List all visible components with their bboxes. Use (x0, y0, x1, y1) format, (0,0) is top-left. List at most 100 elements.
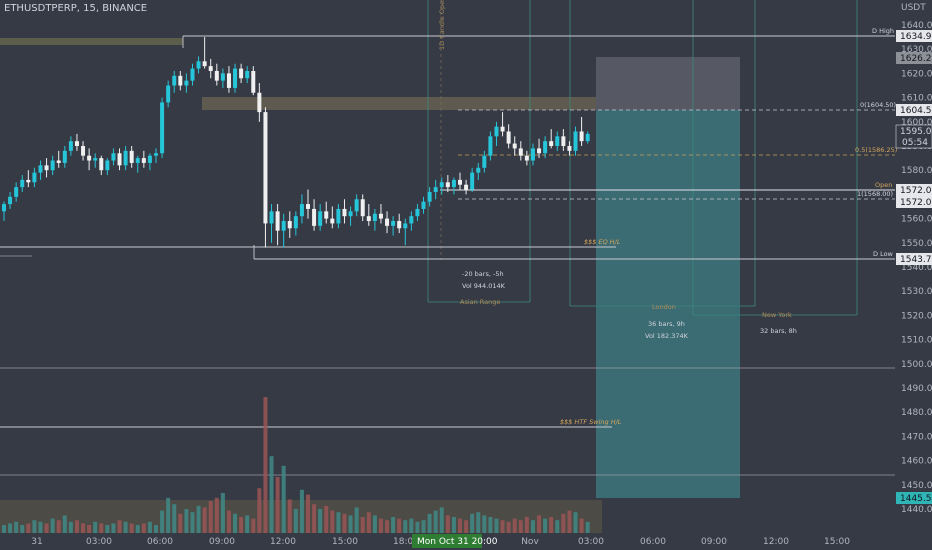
candle-body (141, 158, 146, 163)
price-tag-last: 1595.08 05:54 (895, 124, 932, 149)
candle-body (470, 172, 475, 190)
candle (543, 136, 548, 159)
volume-bar (330, 510, 335, 533)
candle (427, 187, 432, 207)
candle (251, 66, 256, 96)
volume-bar (68, 521, 73, 533)
volume-bar (512, 518, 517, 533)
candle-body (409, 216, 414, 224)
candle (50, 155, 55, 176)
candle-body (74, 141, 79, 146)
price-tag-d-high: 1634.93 (896, 30, 932, 42)
candle-body (567, 146, 572, 151)
sss-eq-label: $$$ EQ H/L (584, 238, 621, 246)
countdown-text: 05:54 (902, 138, 928, 148)
candle-open-label: 1D Candle Open (438, 0, 446, 50)
candle-body (220, 73, 225, 81)
candle-body (299, 204, 304, 217)
time-tick-5: 15:00 (332, 537, 358, 547)
candle (482, 150, 487, 173)
candle (20, 175, 25, 192)
candle (500, 112, 505, 137)
candle-body (415, 208, 420, 217)
volume-bar (391, 517, 396, 533)
volume-bar (56, 520, 61, 533)
candle-body (555, 136, 560, 146)
candle (403, 218, 408, 246)
stop-zone (596, 57, 740, 110)
candle (524, 150, 529, 166)
candle (263, 107, 268, 248)
price-tick-17: 1470.00 (901, 432, 932, 442)
candle-body (500, 126, 505, 132)
candle (214, 63, 219, 86)
candle (208, 58, 213, 79)
candles[interactable] (2, 37, 590, 248)
supply-zone-mid (202, 97, 612, 110)
volume-bar (458, 518, 462, 533)
candle-body (458, 179, 462, 185)
candle-body (348, 211, 353, 217)
candle (439, 177, 444, 195)
candle-body (293, 216, 298, 229)
fib-0-label: 0(1604.50) (860, 101, 896, 109)
candle (62, 146, 67, 168)
time-tick-9: 06:00 (640, 537, 666, 547)
candle-body (579, 131, 584, 142)
candle-body (245, 70, 250, 79)
candle (196, 56, 201, 74)
candle-body (251, 70, 256, 93)
candle-body (330, 218, 335, 224)
volume-bar (537, 515, 542, 533)
volume-bar (543, 518, 548, 533)
candle-body (154, 153, 158, 156)
price-tag-open-1: 1572.01 (896, 184, 932, 196)
candle (561, 129, 566, 151)
candle-body (537, 148, 542, 154)
candle (245, 66, 250, 84)
candle (299, 194, 304, 224)
candle (220, 68, 225, 88)
candle-body (403, 223, 408, 229)
volume-bar (494, 518, 499, 533)
candle-body (336, 208, 341, 224)
candle-body (549, 141, 554, 146)
candle-body (543, 141, 548, 154)
volume-bar (445, 515, 450, 533)
price-tick-16: 1480.00 (901, 408, 932, 418)
candle (573, 126, 578, 156)
d-low-label: D Low (873, 250, 894, 258)
candle (397, 213, 402, 234)
candle (585, 131, 590, 144)
volume-bar (409, 518, 414, 533)
candle-body (524, 155, 529, 161)
time-tick-11: 12:00 (763, 537, 789, 547)
candle (415, 204, 420, 222)
candle-body (433, 187, 438, 192)
price-tick-8: 1560.00 (901, 215, 932, 225)
asian-range-label: Asian Range (460, 298, 500, 306)
candle (512, 136, 517, 156)
candle (105, 158, 110, 176)
candle-body (530, 148, 535, 161)
candle-body (257, 92, 262, 113)
volume-bar (549, 517, 554, 533)
candle-body (318, 211, 323, 226)
candle (567, 141, 572, 156)
candle (178, 70, 183, 91)
candle (8, 191, 13, 209)
candle-body (439, 182, 444, 188)
candle (239, 63, 244, 84)
candle (74, 133, 79, 151)
candle (56, 150, 61, 168)
volume-bar (184, 509, 189, 533)
volume-bar (567, 510, 572, 533)
candle-body (506, 131, 511, 144)
volume-bar (105, 525, 110, 533)
candle-body (123, 150, 128, 166)
candle (44, 158, 49, 178)
price-tag-d-low: 1543.72 (896, 253, 932, 265)
candle-body (372, 213, 377, 222)
candle-body (111, 153, 116, 161)
